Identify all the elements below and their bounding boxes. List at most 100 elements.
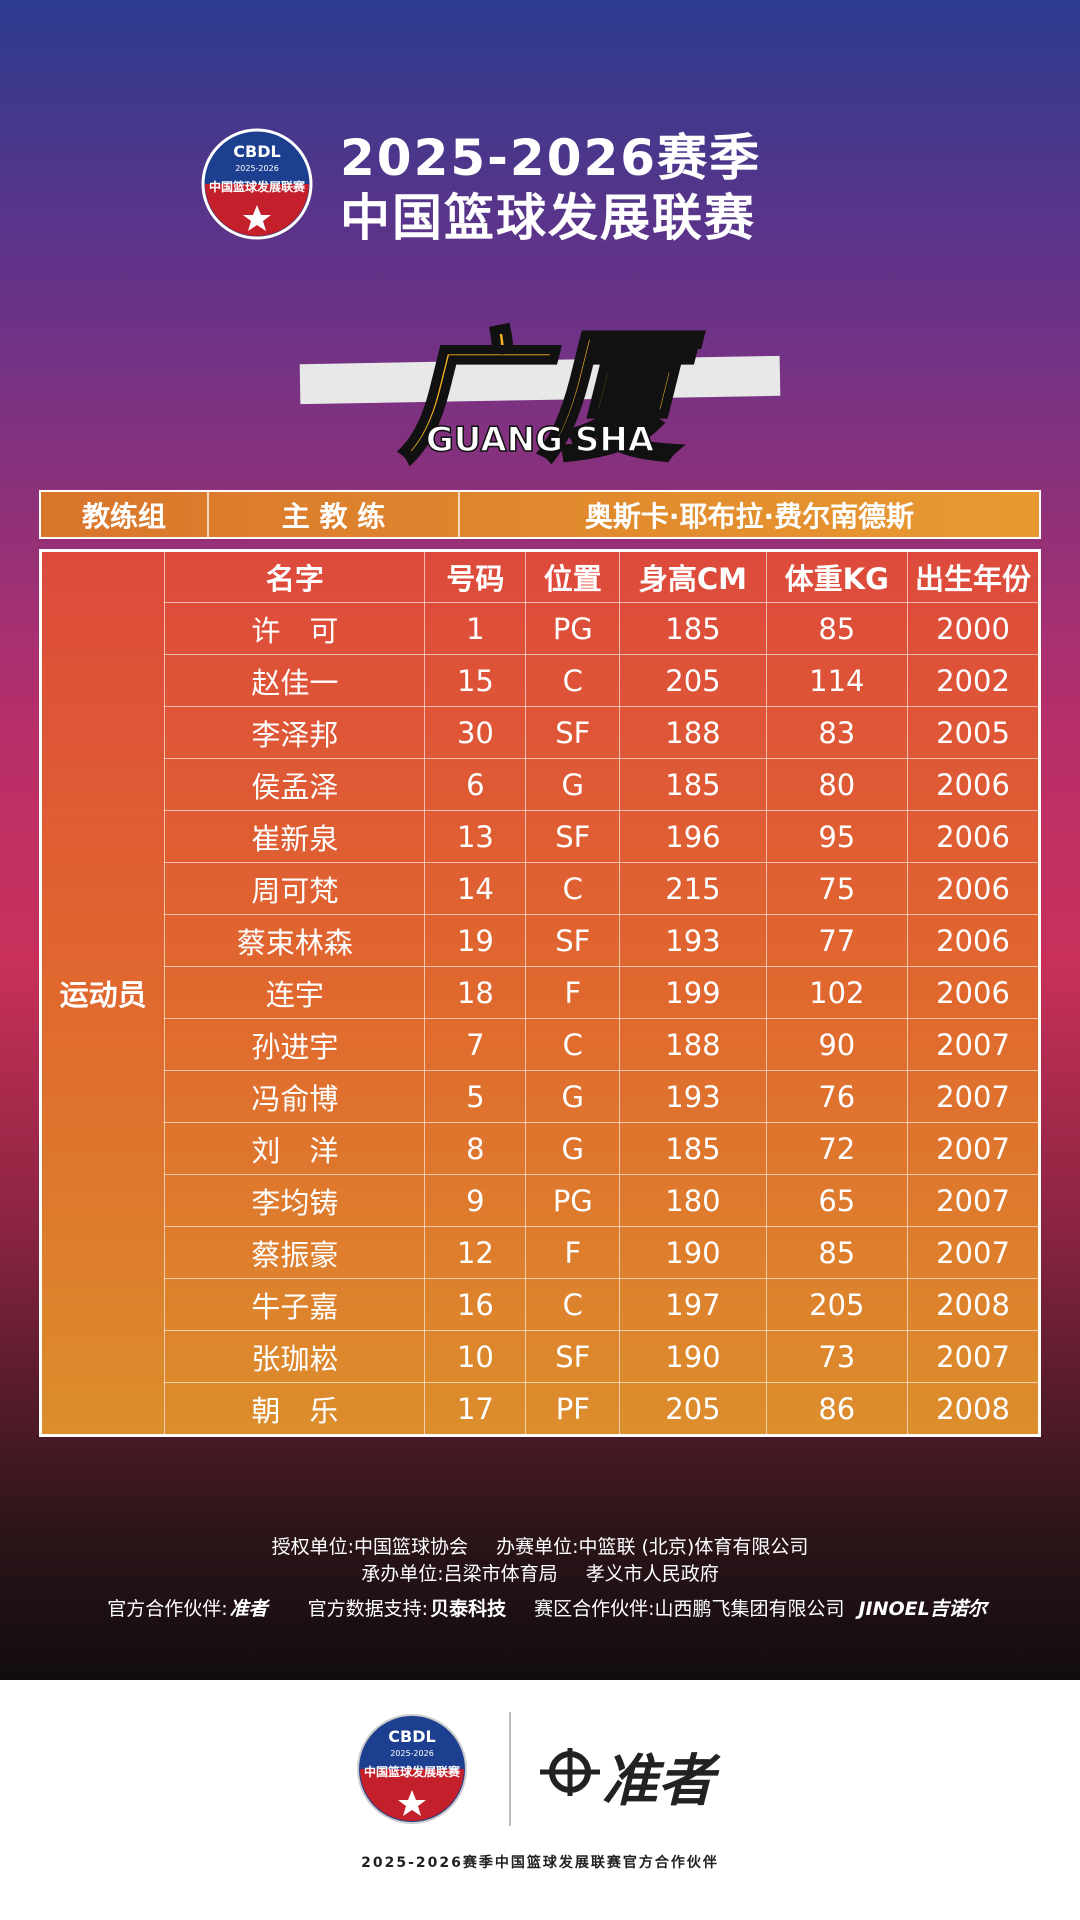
team-name: 广厦: [397, 315, 682, 483]
cell: 205: [619, 654, 767, 707]
cell: 侯孟泽: [164, 758, 426, 811]
logo-name: 中国篮球发展联赛: [209, 179, 306, 194]
cell: 崔新泉: [164, 810, 426, 863]
cell: F: [525, 1226, 621, 1279]
cell: G: [525, 1070, 621, 1123]
cell: G: [525, 758, 621, 811]
cell: 199: [619, 966, 767, 1019]
cell: 73: [765, 1330, 909, 1383]
cell: 90: [765, 1018, 909, 1071]
cell: 2008: [907, 1278, 1040, 1331]
cell: 193: [619, 1070, 767, 1123]
cell: 2006: [907, 914, 1040, 967]
cell: 孙进宇: [164, 1018, 426, 1071]
cell: 180: [619, 1174, 767, 1227]
cell: 188: [619, 706, 767, 759]
roster-label: 运动员: [39, 550, 166, 1436]
cell: 9: [424, 1174, 527, 1227]
season: 2025-2026赛季: [340, 129, 762, 187]
cell: 2007: [907, 1070, 1040, 1123]
cell: 188: [619, 1018, 767, 1071]
cell: SF: [525, 1330, 621, 1383]
cell: 102: [765, 966, 909, 1019]
cell: 85: [765, 1226, 909, 1279]
coach-name: 奥斯卡·耶布拉·费尔南德斯: [584, 499, 915, 533]
column-header: 名字: [164, 550, 426, 603]
header-row: 运动员 名字 号码 位置 身高CM 体重KG 出生年份: [39, 550, 1040, 1436]
cell: 95: [765, 810, 909, 863]
player-row: 张珈崧 10 SF 190 73 2007: [41, 1330, 1040, 1383]
cell: 周可梵: [164, 862, 426, 915]
footer-brand: 准者: [229, 1598, 268, 1620]
column-header: 号码: [424, 550, 527, 603]
footer-line3: 官方合作伙伴: 准者 官方数据支持: 贝泰科技 赛区合作伙伴:山西鹏飞集团有限公司 JIN…: [0, 1594, 1080, 1621]
cell: 1: [424, 602, 527, 655]
cell: 2007: [907, 1174, 1040, 1227]
cell: 赵佳一: [164, 654, 426, 707]
logo-abbr: CBDL: [233, 142, 280, 161]
player-row: 牛子嘉 16 C 197 205 2008: [41, 1278, 1040, 1331]
cell: 85: [765, 602, 909, 655]
cell: 14: [424, 862, 527, 915]
league: 中国篮球发展联赛: [340, 189, 756, 247]
column-header: 体重KG: [765, 550, 909, 603]
cell: PG: [525, 602, 621, 655]
cell: 李泽邦: [164, 706, 426, 759]
player-row: 蔡束林森 19 SF 193 77 2006: [41, 914, 1040, 967]
coach-label: 教练组: [41, 492, 209, 537]
column-header: 出生年份: [907, 550, 1040, 603]
cell: 185: [619, 602, 767, 655]
cell: C: [525, 1018, 621, 1071]
team-name-en: GUANG SHA: [425, 419, 655, 461]
footer-text: 官方合作伙伴:: [107, 1598, 228, 1620]
cell: 16: [424, 1278, 527, 1331]
logo-years: 2025-2026: [390, 1749, 434, 1758]
column-header: 位置: [525, 550, 621, 603]
player-row: 朝 乐 17 PF 205 86 2008: [41, 1382, 1040, 1436]
cell: 80: [765, 758, 909, 811]
cell: C: [525, 862, 621, 915]
cell: 蔡振豪: [164, 1226, 426, 1279]
cell: 7: [424, 1018, 527, 1071]
footer-text: 承办单位:吕梁市体育局: [361, 1563, 558, 1585]
cell: 6: [424, 758, 527, 811]
cell: 许 可: [164, 602, 426, 655]
cell: 205: [619, 1382, 767, 1436]
cell: 193: [619, 914, 767, 967]
cell: 牛子嘉: [164, 1278, 426, 1331]
player-row: 蔡振豪 12 F 190 85 2007: [41, 1226, 1040, 1279]
cell: 86: [765, 1382, 909, 1436]
cell: 张珈崧: [164, 1330, 426, 1383]
player-row: 冯俞博 5 G 193 76 2007: [41, 1070, 1040, 1123]
cell: 连宇: [164, 966, 426, 1019]
cell: 205: [765, 1278, 909, 1331]
footer-brand: 贝泰科技: [430, 1598, 507, 1620]
cell: 5: [424, 1070, 527, 1123]
partner-caption: 2025-2026赛季中国篮球发展联赛官方合作伙伴: [361, 1855, 719, 1871]
cell: 185: [619, 758, 767, 811]
player-row: 周可梵 14 C 215 75 2006: [41, 862, 1040, 915]
roster-table: 运动员 名字 号码 位置 身高CM 体重KG 出生年份许 可 1 PG 185 85 2000 赵佳一 1…: [39, 549, 1041, 1437]
cell: 2006: [907, 966, 1040, 1019]
cell: F: [525, 966, 621, 1019]
player-row: 许 可 1 PG 185 85 2000: [41, 602, 1040, 655]
coach-role: 主 教 练: [209, 492, 460, 537]
cell: 72: [765, 1122, 909, 1175]
cell: 2007: [907, 1330, 1040, 1383]
cell: PF: [525, 1382, 621, 1436]
cell: 196: [619, 810, 767, 863]
cell: 2007: [907, 1122, 1040, 1175]
cell: G: [525, 1122, 621, 1175]
league-logo: CBDL 2025-2026 中国篮球发展联赛: [201, 128, 313, 240]
cell: 8: [424, 1122, 527, 1175]
cell: C: [525, 654, 621, 707]
cell: 76: [765, 1070, 909, 1123]
footer-text: 办赛单位:中篮联 (北京)体育有限公司: [496, 1536, 809, 1558]
cell: 185: [619, 1122, 767, 1175]
footer-line2: 承办单位:吕梁市体育局 孝义市人民政府: [0, 1559, 1080, 1586]
cell: 77: [765, 914, 909, 967]
cell: 215: [619, 862, 767, 915]
cell: SF: [525, 706, 621, 759]
cell: 114: [765, 654, 909, 707]
